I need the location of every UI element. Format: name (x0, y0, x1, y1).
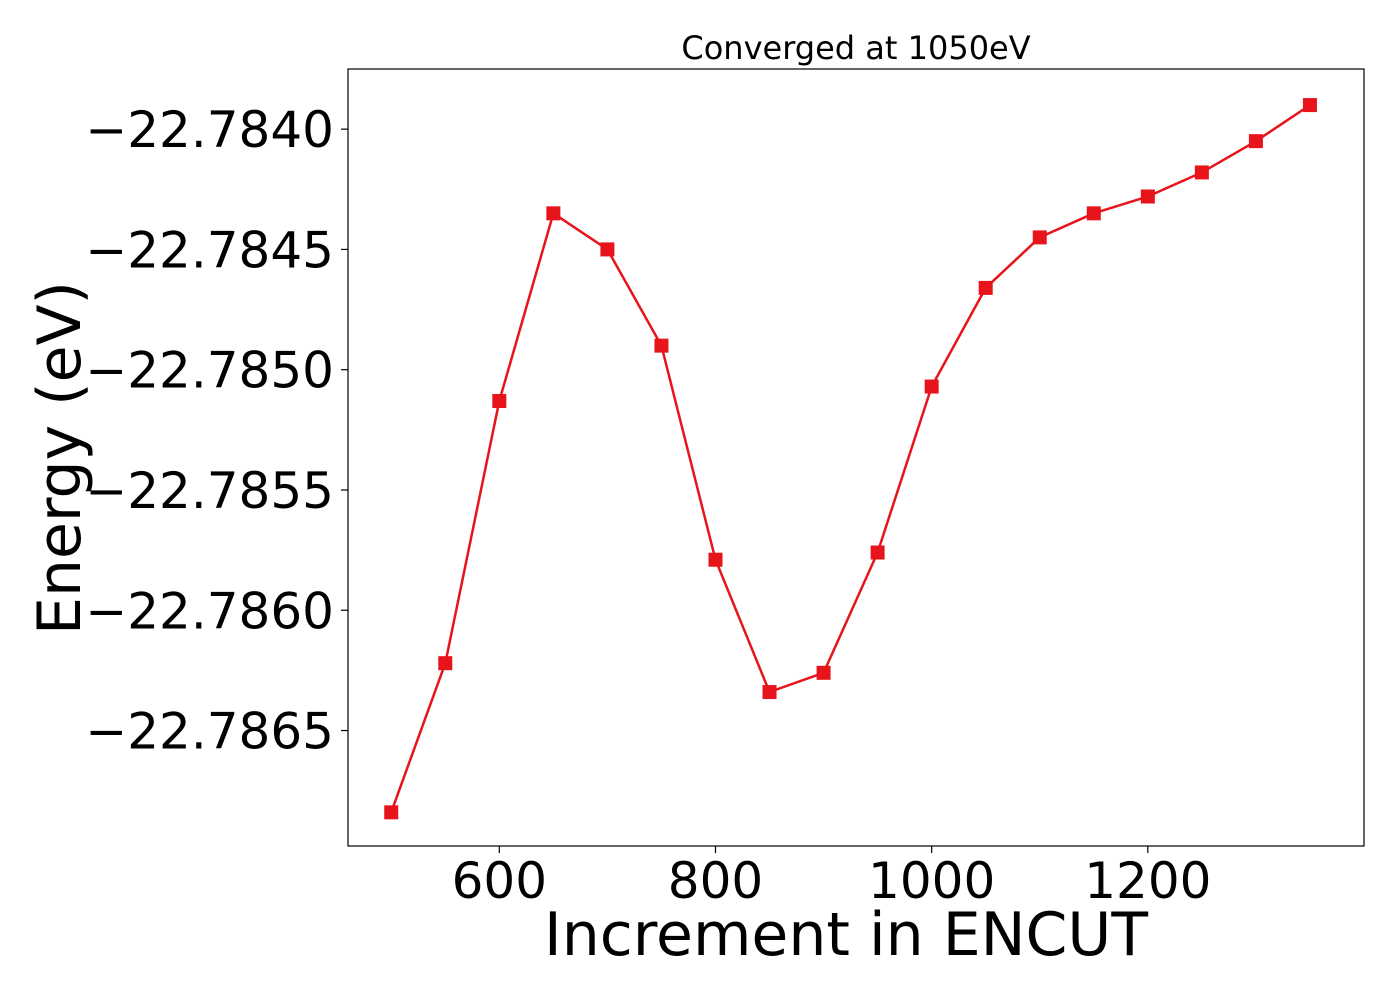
x-tick-label: 600 (452, 852, 547, 910)
chart-title: Converged at 1050eV (681, 29, 1030, 67)
data-point-marker (654, 338, 669, 353)
data-point-marker (1032, 230, 1047, 245)
data-point-marker (924, 379, 939, 394)
data-point-marker (708, 552, 723, 567)
y-axis-ticks: −22.7840 −22.7845 −22.7850 −22.7855 −22.7860… (85, 101, 348, 761)
data-point-marker (492, 393, 507, 408)
data-point-marker (762, 685, 777, 700)
y-tick-label: −22.7840 (85, 101, 334, 159)
data-point-marker (438, 656, 453, 671)
data-point-marker (1302, 98, 1317, 113)
y-tick-label: −22.7855 (85, 462, 334, 520)
series-line (390, 104, 1311, 813)
x-axis-label: Increment in ENCUT (544, 900, 1148, 970)
x-tick-label: 800 (668, 852, 763, 910)
series-layer (384, 98, 1317, 820)
x-tick-label: 1200 (1084, 852, 1211, 910)
data-point-marker (1248, 134, 1263, 149)
x-axis-ticks: 600 800 1000 1200 (452, 846, 1211, 910)
data-point-marker (978, 280, 993, 295)
y-tick-label: −22.7865 (85, 703, 334, 761)
data-point-marker (384, 805, 399, 820)
y-tick-label: −22.7850 (85, 342, 334, 400)
x-tick-label: 1000 (868, 852, 995, 910)
data-point-marker (1194, 165, 1209, 180)
y-axis-label: Energy (eV) (25, 281, 95, 635)
data-point-marker (1086, 206, 1101, 221)
plot-frame (347, 68, 1365, 847)
data-point-marker (816, 665, 831, 680)
data-point-marker (1140, 189, 1155, 204)
y-tick-label: −22.7845 (85, 221, 334, 279)
data-point-marker (870, 545, 885, 560)
y-tick-label: −22.7860 (85, 582, 334, 640)
data-point-marker (546, 206, 561, 221)
data-point-marker (600, 242, 615, 257)
